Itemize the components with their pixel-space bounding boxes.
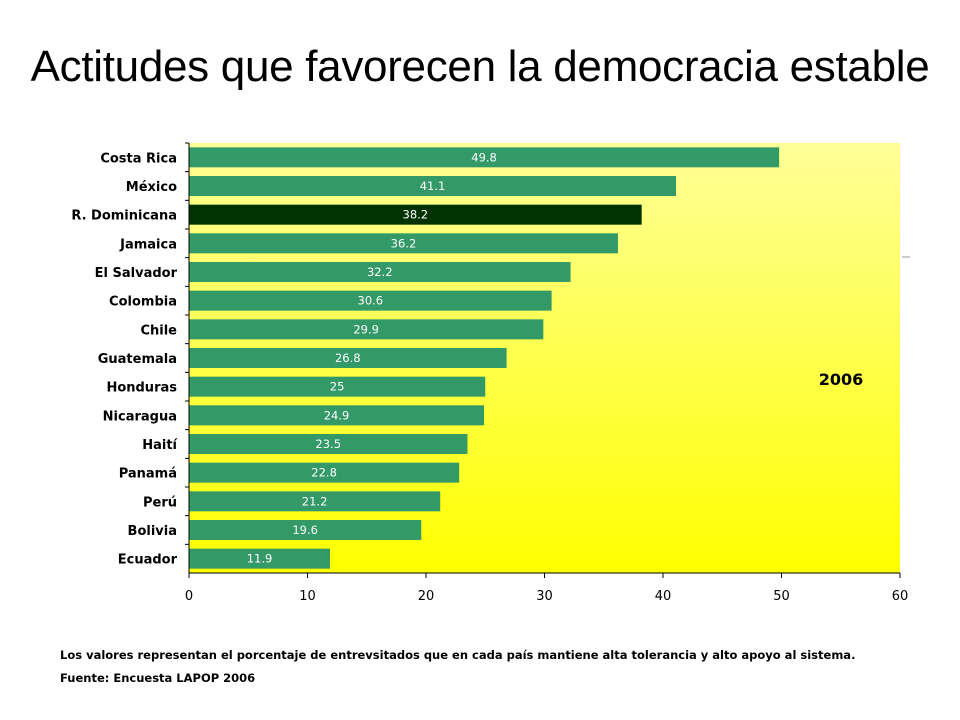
category-label-12: Perú (143, 495, 177, 510)
value-label-9: 24.9 (324, 408, 350, 422)
category-label-14: Ecuador (118, 553, 178, 568)
value-label-11: 22.8 (311, 466, 337, 480)
value-label-6: 29.9 (353, 322, 379, 336)
bar-8 (189, 376, 486, 397)
x-tick-label-6: 60 (892, 589, 909, 604)
category-label-1: México (126, 180, 177, 195)
value-label-13: 19.6 (292, 523, 318, 537)
source-note: Fuente: Encuesta LAPOP 2006 (60, 671, 256, 685)
x-tick-label-1: 10 (299, 589, 316, 604)
bar-4 (189, 262, 571, 282)
value-label-12: 21.2 (302, 494, 328, 508)
category-label-10: Haití (142, 438, 178, 453)
bar-12 (189, 491, 441, 512)
bar-0 (189, 147, 780, 168)
bar-13 (189, 520, 422, 540)
value-label-10: 23.5 (315, 437, 341, 451)
category-label-7: Guatemala (98, 352, 177, 367)
value-label-8: 25 (330, 380, 345, 394)
bar-9 (189, 405, 485, 426)
category-label-0: Costa Rica (100, 151, 177, 166)
value-label-2: 38.2 (403, 208, 429, 222)
category-label-2: R. Dominicana (71, 209, 177, 224)
bar-2 (189, 204, 642, 225)
x-tick-label-5: 50 (773, 589, 790, 604)
value-label-1: 41.1 (420, 179, 446, 193)
footnote: Los valores representan el porcentaje de… (60, 648, 856, 662)
bar-6 (189, 319, 544, 340)
value-label-3: 36.2 (391, 236, 417, 250)
category-label-5: Colombia (109, 295, 177, 310)
bar-14 (189, 548, 331, 569)
category-label-4: El Salvador (95, 266, 178, 281)
value-label-5: 30.6 (358, 294, 384, 308)
value-label-4: 32.2 (367, 265, 393, 279)
value-label-0: 49.8 (471, 150, 497, 164)
category-label-8: Honduras (106, 381, 177, 396)
bar-10 (189, 434, 468, 454)
x-tick-label-4: 40 (655, 589, 672, 604)
bar-3 (189, 233, 618, 254)
bar-7 (189, 348, 507, 368)
chart-title: Actitudes que favorecen la democracia es… (30, 42, 930, 91)
category-label-6: Chile (140, 323, 177, 338)
category-label-3: Jamaica (119, 237, 177, 252)
x-tick-label-2: 20 (418, 589, 435, 604)
x-tick-label-3: 30 (536, 589, 553, 604)
value-label-7: 26.8 (335, 351, 361, 365)
category-label-13: Bolivia (128, 524, 177, 539)
year-annotation: 2006 (819, 370, 864, 389)
category-label-9: Nicaragua (103, 409, 177, 424)
category-label-11: Panamá (119, 467, 177, 482)
value-label-14: 11.9 (247, 552, 273, 566)
x-tick-label-0: 0 (185, 589, 193, 604)
bar-5 (189, 290, 552, 311)
bar-1 (189, 176, 677, 196)
bar-11 (189, 462, 460, 483)
